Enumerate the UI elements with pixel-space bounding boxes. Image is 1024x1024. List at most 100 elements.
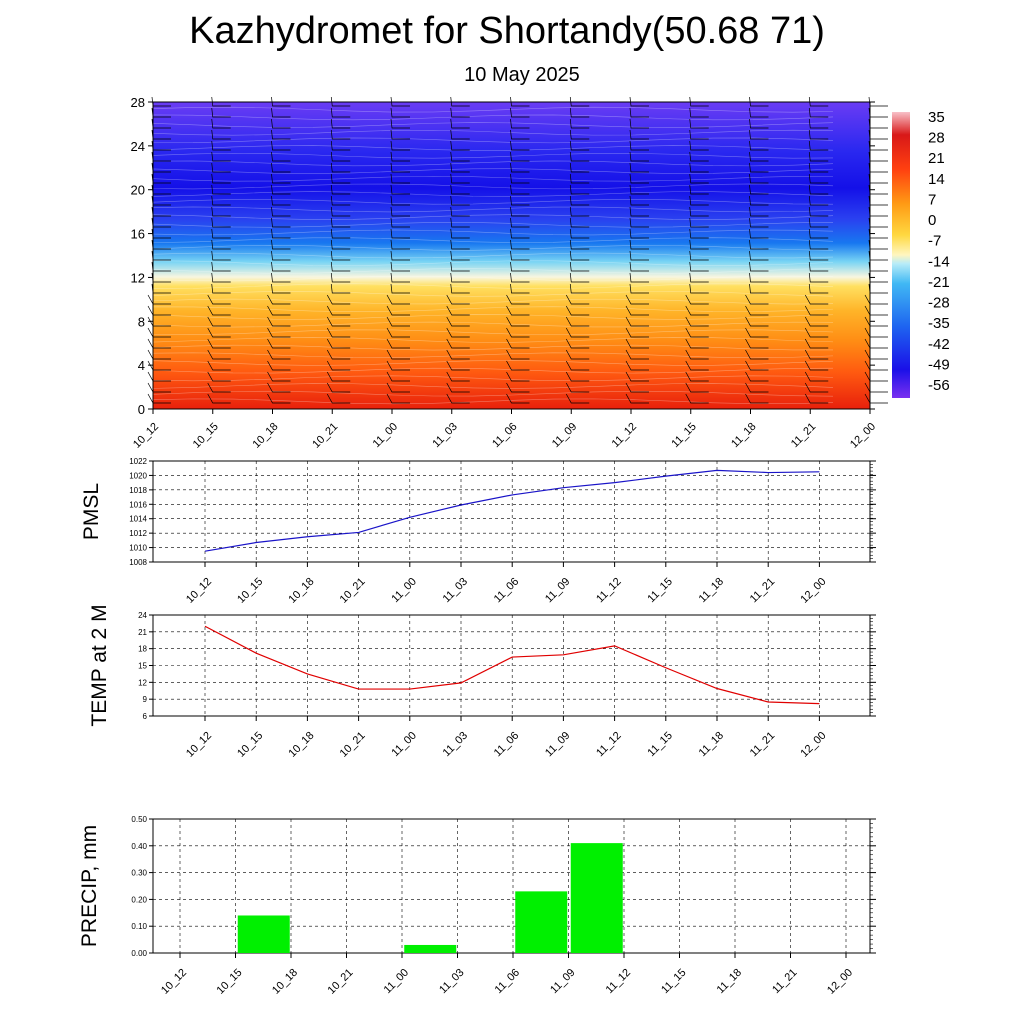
wind-barb — [510, 129, 530, 140]
wind-barb — [446, 349, 470, 360]
wind-barb — [689, 228, 709, 239]
wind-barb — [565, 371, 590, 382]
wind-barb — [808, 206, 829, 217]
x-tick-label: 11_12 — [604, 967, 634, 997]
wind-barb — [326, 382, 351, 393]
y-tick-label: 15 — [138, 662, 147, 671]
wind-barb — [446, 327, 470, 338]
wind-barb — [749, 162, 769, 173]
wind-barb — [689, 173, 709, 184]
y-tick-label: 24 — [138, 611, 147, 620]
wind-barb — [804, 371, 829, 382]
wind-barb — [450, 195, 470, 206]
wind-barb — [745, 371, 769, 382]
y-tick-label: 0.00 — [131, 949, 147, 958]
wind-barb — [450, 217, 470, 228]
y-tick-label: 6 — [143, 712, 148, 721]
wind-barb — [689, 239, 709, 250]
heatmap-fill — [153, 102, 870, 409]
x-tick-label: 10_15 — [235, 730, 265, 760]
x-tick-label: 11_03 — [430, 421, 460, 451]
wind-barb — [330, 261, 351, 272]
contour-line — [152, 367, 834, 374]
x-tick-label: 10_12 — [131, 421, 161, 451]
wind-barb — [808, 217, 829, 228]
y-tick-label: 4 — [138, 358, 145, 373]
wind-barb — [629, 261, 649, 272]
wind-barb — [749, 272, 769, 283]
wind-barb — [390, 272, 410, 283]
x-tick-label: 11_03 — [441, 730, 471, 760]
wind-barb — [267, 338, 291, 349]
x-tick-label: 11_00 — [371, 421, 401, 451]
wind-barb — [450, 261, 470, 272]
y-tick-label: 1020 — [129, 471, 147, 480]
wind-barb — [625, 371, 649, 382]
wind-barb — [271, 118, 291, 129]
wind-barb — [808, 140, 829, 151]
wind-barb — [271, 217, 291, 228]
y-tick-label: 1022 — [129, 457, 147, 466]
wind-barb — [808, 96, 829, 107]
wind-barb — [625, 305, 649, 316]
x-tick-label: 11_00 — [389, 576, 419, 606]
y-tick-label: 0 — [138, 402, 145, 417]
wind-barb — [386, 360, 410, 371]
wind-barb — [326, 316, 351, 327]
y-tick-label: 1014 — [129, 515, 147, 524]
wind-barb — [271, 129, 291, 140]
wind-barb — [510, 217, 530, 228]
wind-barb — [271, 184, 291, 195]
wind-barb — [326, 371, 351, 382]
wind-barb — [510, 140, 530, 151]
wind-barb — [569, 250, 590, 261]
wind-barb — [207, 393, 231, 404]
wind-barb — [326, 305, 351, 316]
wind-barb — [625, 338, 649, 349]
wind-barb — [506, 338, 530, 349]
wind-barb — [207, 360, 231, 371]
wind-barb — [749, 261, 769, 272]
wind-barb — [804, 382, 829, 393]
wind-barb — [569, 239, 590, 250]
wind-barb — [569, 173, 590, 184]
precip-bar — [515, 891, 568, 953]
colorbar-label: -14 — [928, 253, 950, 270]
contour-line — [152, 329, 834, 336]
x-tick-label: 12_00 — [798, 730, 828, 760]
y-axis-label: PRECIP, mm — [78, 825, 101, 947]
wind-barb — [804, 338, 829, 349]
wind-barb — [211, 140, 231, 151]
wind-barb — [330, 129, 351, 140]
x-tick-label: 12_00 — [798, 576, 828, 606]
wind-barb — [450, 250, 470, 261]
contour-line — [152, 222, 834, 228]
wind-barb — [271, 283, 291, 294]
temp-panel: 6 9 12 15 18 21 24 10_12 10_15 10_18 10_21 11_00 11_… — [88, 604, 876, 760]
contour-line — [152, 106, 834, 113]
contour-line — [152, 383, 834, 389]
contour-line — [152, 245, 834, 251]
y-tick-label: 1010 — [129, 544, 147, 553]
wind-barb — [749, 228, 769, 239]
y-tick-label: 0.40 — [131, 842, 147, 851]
x-tick-label: 11_06 — [490, 421, 520, 451]
wind-barb — [330, 140, 351, 151]
wind-barb — [808, 173, 829, 184]
wind-barb — [211, 151, 231, 162]
wind-barb — [390, 140, 410, 151]
contour-line — [152, 291, 834, 297]
x-tick-label: 11_18 — [715, 967, 745, 997]
wind-barb — [569, 162, 590, 173]
wind-barb — [271, 239, 291, 250]
wind-barb — [450, 96, 470, 107]
x-tick-label: 11_03 — [441, 576, 471, 606]
wind-barb — [629, 151, 649, 162]
wind-barb — [271, 162, 291, 173]
wind-barb — [207, 349, 231, 360]
x-tick-label: 11_00 — [389, 730, 419, 760]
wind-barb — [689, 195, 709, 206]
y-tick-label: 12 — [138, 678, 147, 687]
wind-barb — [267, 371, 291, 382]
